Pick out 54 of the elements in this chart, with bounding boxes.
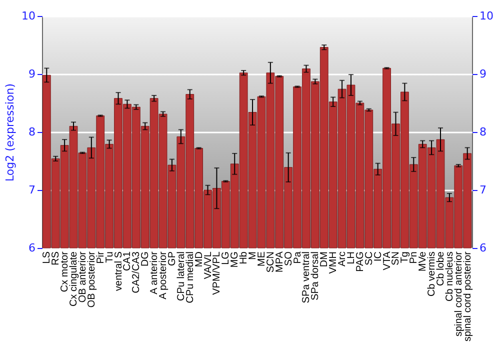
y-tick-label: 8 (28, 126, 36, 138)
y2-tick-label: 7 (480, 184, 486, 196)
y2-tick-label: 9 (480, 68, 486, 80)
x-tick-label: LS (42, 251, 53, 264)
x-tick-label: LG (220, 251, 232, 265)
x-tick-label: VMH (328, 252, 340, 274)
x-tick-label: A anterior (149, 250, 160, 294)
x-tick-label: Cb nucleus (444, 252, 456, 302)
x-tick-label: SC (364, 252, 375, 266)
x-tick-label: OB posterior (86, 250, 98, 308)
x-tick-label: OB anterior (77, 250, 88, 303)
x-tick-label: spinal cord posterior (462, 250, 474, 342)
x-tick-label: GP (166, 251, 178, 266)
x-tick-label: RS (50, 251, 62, 266)
x-tick-label: SO (283, 251, 294, 266)
x-tick-label: VPM/VPL (212, 251, 223, 295)
y2-tick-label: 6 (480, 242, 486, 254)
x-tick-label: Pa (292, 251, 304, 264)
x-tick-label: VTA (382, 251, 393, 270)
x-tick-label: Cb lobe (435, 251, 446, 286)
x-tick-label: DG (140, 251, 152, 266)
x-tick-label: SPa dorsal (310, 252, 322, 300)
y2-tick-label: 10 (480, 10, 494, 22)
x-tick-label: Tu (104, 252, 116, 263)
x-tick-label: LH (346, 252, 357, 264)
y-tick-label: 9 (28, 68, 36, 80)
x-tick-label: A posterior (158, 250, 170, 300)
x-tick-label: SCN (265, 252, 276, 273)
x-tick-label: CPu medial (184, 252, 196, 304)
x-tick-label: MVe (418, 251, 429, 272)
x-tick-label: Hb (238, 251, 250, 264)
x-tick-label: CPu lateral (176, 252, 187, 301)
x-tick-label: ME (256, 251, 268, 266)
y-tick-label: 10 (22, 10, 36, 22)
x-tick-label: M (248, 252, 259, 260)
y-tick-label: 7 (28, 184, 36, 196)
x-tick-label: CA2/CA3 (131, 251, 142, 294)
x-tick-label: DM (319, 252, 330, 268)
x-tick-label: IC (372, 252, 384, 262)
x-tick-label: ventral S (113, 251, 124, 291)
x-tick-label: PAG (354, 251, 366, 272)
y-tick-label: 6 (28, 242, 36, 254)
y-axis-title: Log2 (expression) (4, 83, 17, 182)
x-tick-label: Cx cingulate (68, 251, 80, 307)
x-tick-label: Pir (95, 250, 106, 264)
x-tick-label: Arc (337, 252, 348, 266)
x-tick-label: MD (194, 252, 205, 268)
x-tick-label: MPA (274, 251, 286, 272)
y2-tick-label: 8 (480, 126, 486, 138)
x-tick-label: Tg (400, 252, 411, 264)
x-tick-label: spinal cord anterior (453, 250, 464, 337)
x-tick-label: Pn (408, 252, 420, 264)
x-tick-label: CA1 (122, 251, 134, 271)
x-tick-label: SN (390, 252, 402, 266)
